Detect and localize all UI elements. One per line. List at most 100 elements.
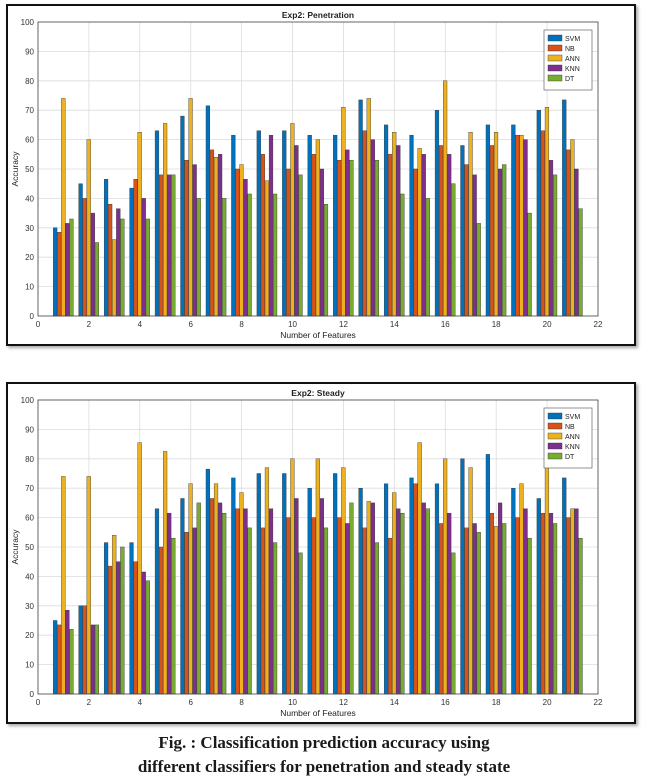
chart1-bar-ann-12: [341, 107, 346, 317]
chart1-bar-knn-10: [294, 145, 299, 317]
chart1-bar-svm-3: [103, 179, 109, 317]
chart2-bar-svm-13: [358, 487, 363, 695]
chart2-bar-svm-9: [256, 473, 261, 695]
chart2-bar-knn-12: [345, 523, 350, 695]
chart1-bar-dt-10: [298, 174, 303, 317]
chart1-x-tick-label: 16: [441, 320, 450, 329]
chart2-bar-dt-7: [222, 512, 227, 695]
chart2-y-tick-label: 60: [25, 514, 34, 523]
chart2-bar-ann-10: [290, 458, 295, 695]
chart2-bar-dt-20: [553, 523, 558, 695]
chart2-bar-knn-6: [192, 527, 197, 695]
chart1-legend-swatch-nb: [547, 44, 563, 52]
chart2-bar-nb-1: [57, 624, 62, 695]
chart1-bar-dt-4: [145, 218, 150, 317]
chart1-bar-ann-8: [239, 164, 244, 317]
chart2-bar-nb-11: [311, 517, 316, 695]
chart1-y-tick-label: 70: [25, 106, 34, 115]
chart1-x-tick-label: 18: [492, 320, 501, 329]
chart2-y-tick-label: 40: [25, 572, 34, 581]
chart1-legend-swatch-svm: [547, 34, 563, 42]
chart1-bar-dt-13: [374, 159, 379, 317]
chart1-y-tick-label: 50: [25, 165, 34, 174]
chart2-bar-ann-19: [519, 483, 524, 695]
chart2-bar-nb-13: [362, 527, 367, 695]
chart2-bar-dt-14: [400, 512, 405, 695]
chart1-bar-nb-10: [286, 168, 291, 317]
chart1-bar-ann-5: [163, 123, 168, 317]
chart1-x-tick-label: 8: [239, 320, 244, 329]
chart2-bar-dt-11: [323, 527, 329, 695]
chart1-legend-swatch-ann: [547, 54, 563, 62]
chart1-bar-knn-3: [116, 208, 121, 317]
chart2-bar-ann-8: [239, 492, 244, 695]
penetration-chart-panel: 0 10 20 30 40 50 60 70 80 90 100 0 2 4 6 8 10 12 14 16 18 20 2…: [6, 4, 636, 346]
chart1-x-tick-label: 10: [288, 320, 297, 329]
chart2-bar-knn-9: [268, 508, 274, 695]
chart1-y-tick-label: 60: [25, 136, 34, 145]
chart2-x-tick-label: 8: [239, 698, 244, 707]
chart2-bar-nb-6: [184, 532, 189, 695]
chart1-bar-dt-8: [247, 193, 252, 317]
chart1-bar-nb-7: [209, 149, 215, 317]
chart2-bar-svm-3: [103, 542, 109, 695]
chart2-y-axis-label: Accuracy: [10, 529, 20, 565]
chart2-bar-dt-13: [374, 542, 379, 695]
chart2-bar-ann-14: [392, 492, 397, 695]
chart2-legend-label-svm: SVM: [565, 414, 580, 421]
chart2-legend-swatch-dt: [547, 452, 563, 460]
chart1-bar-svm-6: [180, 115, 185, 317]
chart1-bar-svm-17: [460, 145, 465, 317]
chart2-bar-nb-2: [82, 605, 87, 695]
chart2-bar-dt-2: [94, 624, 99, 695]
chart1-x-tick-label: 12: [339, 320, 348, 329]
chart1-bar-dt-16: [451, 183, 456, 317]
chart1-bar-svm-13: [358, 99, 363, 317]
figure-caption-line-2: different classifiers for penetration an…: [137, 757, 511, 776]
chart1-bar-svm-21: [562, 99, 567, 317]
chart2-bar-knn-13: [370, 502, 375, 695]
chart1-bar-svm-4: [129, 187, 134, 317]
chart1-bar-nb-19: [515, 134, 520, 317]
chart1-bar-knn-8: [243, 179, 248, 317]
chart2-bar-svm-4: [129, 542, 134, 695]
chart2-bar-knn-16: [447, 512, 452, 695]
chart1-bar-ann-14: [392, 132, 397, 317]
chart1-bar-ann-21: [570, 139, 575, 317]
chart1-bar-knn-17: [472, 174, 477, 317]
chart1-bar-nb-11: [311, 154, 316, 317]
chart2-bar-knn-1: [65, 610, 70, 695]
chart2-bar-ann-12: [341, 467, 346, 695]
chart2-bar-nb-10: [286, 517, 291, 695]
chart1-bar-nb-20: [540, 130, 545, 317]
chart1-bar-dt-20: [553, 174, 558, 317]
chart2-bar-knn-15: [421, 502, 426, 695]
chart1-bar-nb-6: [184, 159, 189, 317]
chart2-x-axis-label: Number of Features: [280, 708, 356, 718]
chart1-bar-knn-14: [396, 145, 401, 317]
chart2-bar-knn-10: [294, 498, 299, 695]
chart1-bar-nb-4: [133, 179, 138, 317]
chart1-bar-ann-3: [112, 239, 117, 317]
chart1-bar-nb-8: [235, 168, 240, 317]
chart1-bar-ann-10: [290, 123, 295, 317]
chart1-bar-ann-13: [366, 98, 371, 317]
chart2-bar-nb-15: [413, 483, 418, 695]
chart2-bar-ann-6: [188, 483, 193, 695]
chart2-bar-dt-6: [196, 502, 201, 695]
chart2-bar-svm-1: [53, 620, 58, 695]
chart2-bar-svm-18: [485, 454, 490, 695]
chart2-x-tick-label: 12: [339, 698, 348, 707]
chart1-y-axis-label: Accuracy: [10, 151, 20, 187]
chart1-x-tick-label: 0: [36, 320, 41, 329]
chart2-bar-ann-17: [468, 467, 473, 695]
chart1-bar-svm-19: [511, 124, 516, 317]
chart1-x-tick-label: 20: [543, 320, 552, 329]
chart2-bar-svm-21: [562, 477, 567, 695]
chart2-bar-svm-16: [434, 483, 440, 695]
chart1-bar-knn-4: [141, 198, 146, 317]
chart2-bar-nb-4: [133, 561, 138, 695]
chart1-bar-dt-9: [273, 193, 278, 317]
chart1-bar-ann-1: [61, 98, 66, 317]
chart1-legend-swatch-knn: [547, 64, 563, 72]
